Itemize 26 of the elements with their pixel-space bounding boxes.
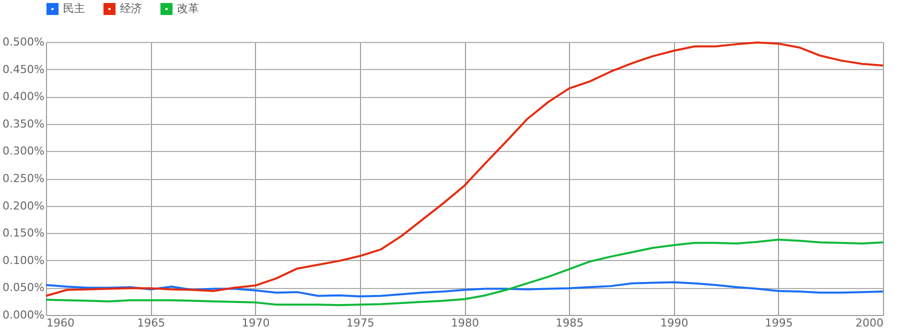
y-tick-label: 0.350% <box>2 117 44 130</box>
y-tick-label: 0.250% <box>2 172 44 185</box>
y-tick-label: 0.450% <box>2 62 44 76</box>
legend-label: 经济 <box>120 2 142 15</box>
x-tick-label: 1970 <box>242 316 270 330</box>
line-series <box>45 281 884 298</box>
y-tick-label: 0.400% <box>2 90 44 104</box>
y-tick-label: 0.150% <box>2 226 44 240</box>
x-tick-label: 1980 <box>451 316 479 330</box>
x-tick-label: 1985 <box>556 316 584 330</box>
x-tick-label: 2000 <box>856 316 884 330</box>
x-tick-label: 1965 <box>137 316 166 330</box>
y-tick-label: 0.300% <box>2 144 44 158</box>
y-tick-label: 0.100% <box>2 254 44 267</box>
line-series <box>45 238 884 306</box>
y-tick-label: 0.050% <box>2 281 44 294</box>
x-tick-label: 1995 <box>764 316 793 330</box>
y-tick-label: 0.500% <box>2 36 44 48</box>
x-tick-label: 1990 <box>660 316 688 330</box>
line-series <box>45 42 884 297</box>
y-tick-label: 0.200% <box>2 199 44 212</box>
legend-label: 改革 <box>177 2 199 15</box>
legend-label: 民主 <box>63 2 85 15</box>
x-tick-label: 1960 <box>46 316 74 330</box>
y-tick-label: 0.000% <box>2 308 44 322</box>
x-tick-label: 1975 <box>346 316 374 330</box>
